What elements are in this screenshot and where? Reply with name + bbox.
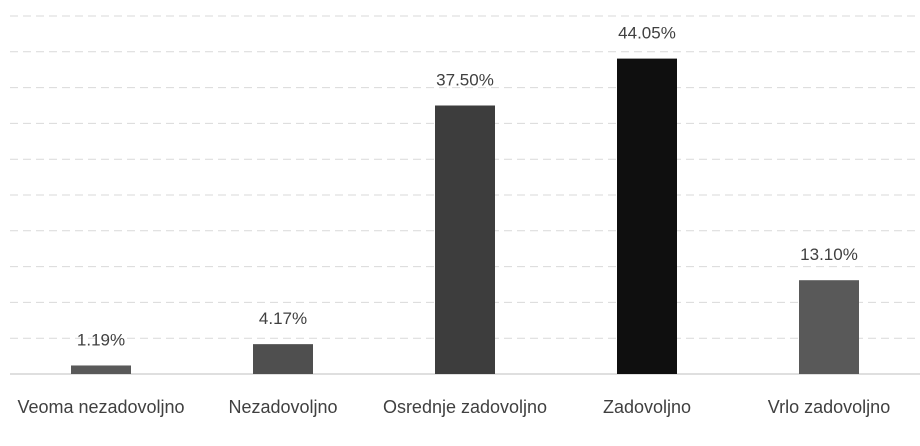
value-label: 1.19% (77, 330, 125, 349)
x-tick-label: Osrednje zadovoljno (382, 397, 548, 417)
bar (799, 280, 859, 374)
x-tick-label: Nezadovoljno (228, 397, 338, 417)
bar (435, 105, 495, 374)
x-tick-label: Veoma nezadovoljno (17, 397, 185, 417)
value-label: 4.17% (259, 309, 307, 328)
value-label: 37.50% (436, 71, 494, 90)
x-tick-label: Zadovoljno (602, 397, 692, 417)
bar (253, 344, 313, 374)
value-label: 44.05% (618, 24, 676, 43)
value-label: 13.10% (800, 245, 858, 264)
bar (71, 365, 131, 374)
bar (617, 58, 677, 375)
x-tick-label: Vrlo zadovoljno (767, 397, 891, 417)
